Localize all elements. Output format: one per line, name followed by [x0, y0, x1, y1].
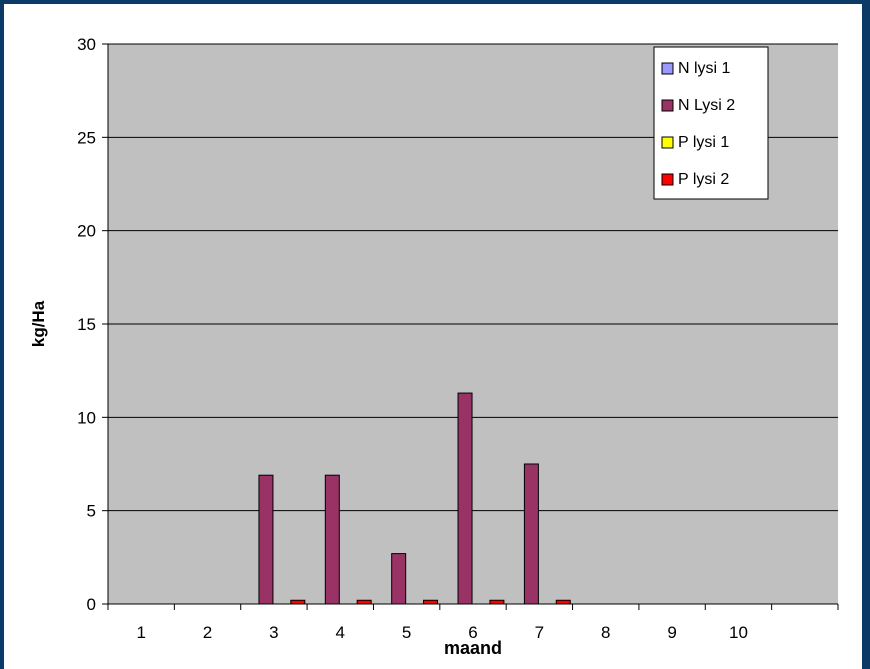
y-tick-label: 10: [77, 408, 96, 427]
chart-area: 1 2 3 4 5 6 7 8 9 10 0 5 10 15 20 25 30 maand kg/Ha N l…: [4, 4, 862, 669]
y-tick-label: 0: [87, 595, 96, 614]
bar: [324, 474, 340, 605]
legend-label: N lysi 1: [678, 60, 731, 77]
bar: [489, 599, 505, 605]
legend-swatch: [661, 62, 674, 75]
legend-swatch: [661, 136, 674, 149]
y-tick-label: 25: [77, 128, 96, 147]
legend-label: P lysi 1: [678, 134, 729, 151]
x-tick-label: 1: [136, 623, 145, 642]
y-tick-label: 30: [77, 35, 96, 54]
x-tick-label: 5: [402, 623, 411, 642]
bar: [391, 553, 407, 605]
bar: [290, 599, 306, 605]
x-tick-label: 4: [336, 623, 345, 642]
y-axis: 0 5 10 15 20 25 30: [77, 35, 109, 614]
legend-label: N Lysi 2: [678, 97, 735, 114]
bar-chart: 1 2 3 4 5 6 7 8 9 10 0 5 10 15 20 25 30 maand kg/Ha N l…: [29, 35, 839, 658]
bar: [356, 599, 372, 605]
bar: [457, 392, 473, 605]
legend-swatch: [661, 99, 674, 112]
y-tick-label: 5: [87, 502, 96, 521]
y-tick-label: 15: [77, 315, 96, 334]
x-axis-label: maand: [444, 638, 502, 658]
legend: N lysi 1 N Lysi 2 P lysi 1 P lysi 2: [653, 46, 769, 200]
gridlines: [108, 43, 838, 512]
y-tick-label: 20: [77, 222, 96, 241]
x-tick-label: 2: [203, 623, 212, 642]
x-tick-label: 6: [468, 623, 477, 642]
bars: [258, 392, 571, 605]
x-tick-label: 8: [601, 623, 610, 642]
x-tick-label: 3: [269, 623, 278, 642]
legend-label: P lysi 2: [678, 171, 729, 188]
bar: [423, 599, 439, 605]
bar: [523, 463, 539, 605]
bar: [258, 474, 274, 605]
x-tick-label: 9: [667, 623, 676, 642]
bar: [555, 599, 571, 605]
y-axis-label: kg/Ha: [29, 300, 48, 347]
x-tick-label: 10: [729, 623, 748, 642]
x-axis: 1 2 3 4 5 6 7 8 9 10: [107, 603, 839, 642]
legend-swatch: [661, 173, 674, 186]
x-tick-label: 7: [535, 623, 544, 642]
